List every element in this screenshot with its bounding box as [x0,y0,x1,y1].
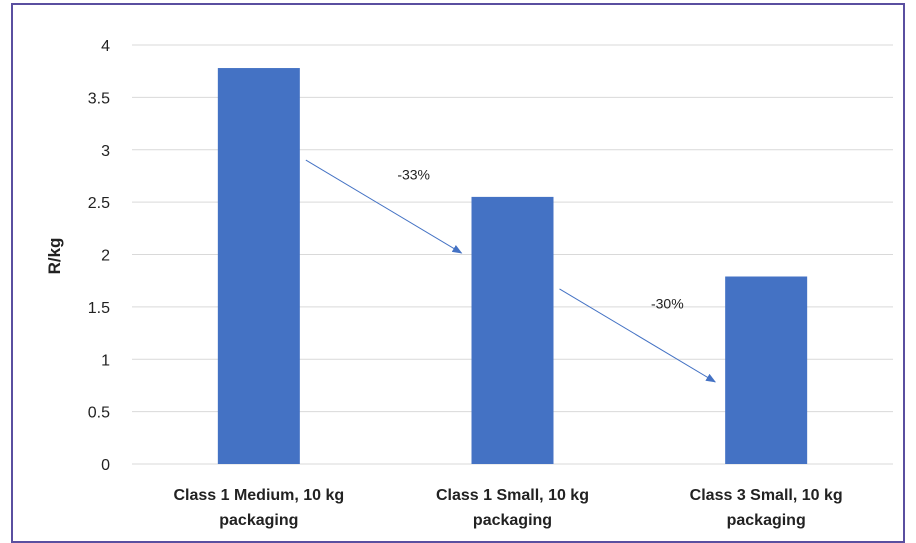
change-arrow [559,288,717,383]
change-arrow [305,159,463,254]
y-tick-label: 0.5 [88,405,110,422]
y-axis-ticks: 0 0.5 1 1.5 2 2.5 3 3.5 4 [88,38,110,474]
bar [217,68,300,465]
bars [217,68,808,465]
y-axis-title: R/kg [45,238,64,275]
x-category-label: packaging [473,512,552,529]
bar [471,196,554,464]
y-tick-label: 1.5 [88,300,110,317]
x-category-label: Class 3 Small, 10 kg [690,487,843,504]
y-tick-label: 3.5 [88,90,110,107]
y-tick-label: 2 [101,248,110,265]
x-category-label: Class 1 Small, 10 kg [436,487,589,504]
y-tick-label: 2.5 [88,195,110,212]
x-category-label: Class 1 Medium, 10 kg [173,487,344,504]
x-category-label: packaging [219,512,298,529]
change-label: -30% [651,295,684,311]
change-label: -33% [397,167,430,183]
y-tick-label: 3 [101,143,110,160]
y-tick-label: 0 [101,457,110,474]
y-tick-label: 4 [101,38,110,55]
y-tick-label: 1 [101,352,110,369]
x-category-label: packaging [727,512,806,529]
x-axis-categories: Class 1 Medium, 10 kg packaging Class 1 Sm… [173,487,842,529]
bar [725,276,808,464]
annotations: -33% -30% [305,159,717,383]
